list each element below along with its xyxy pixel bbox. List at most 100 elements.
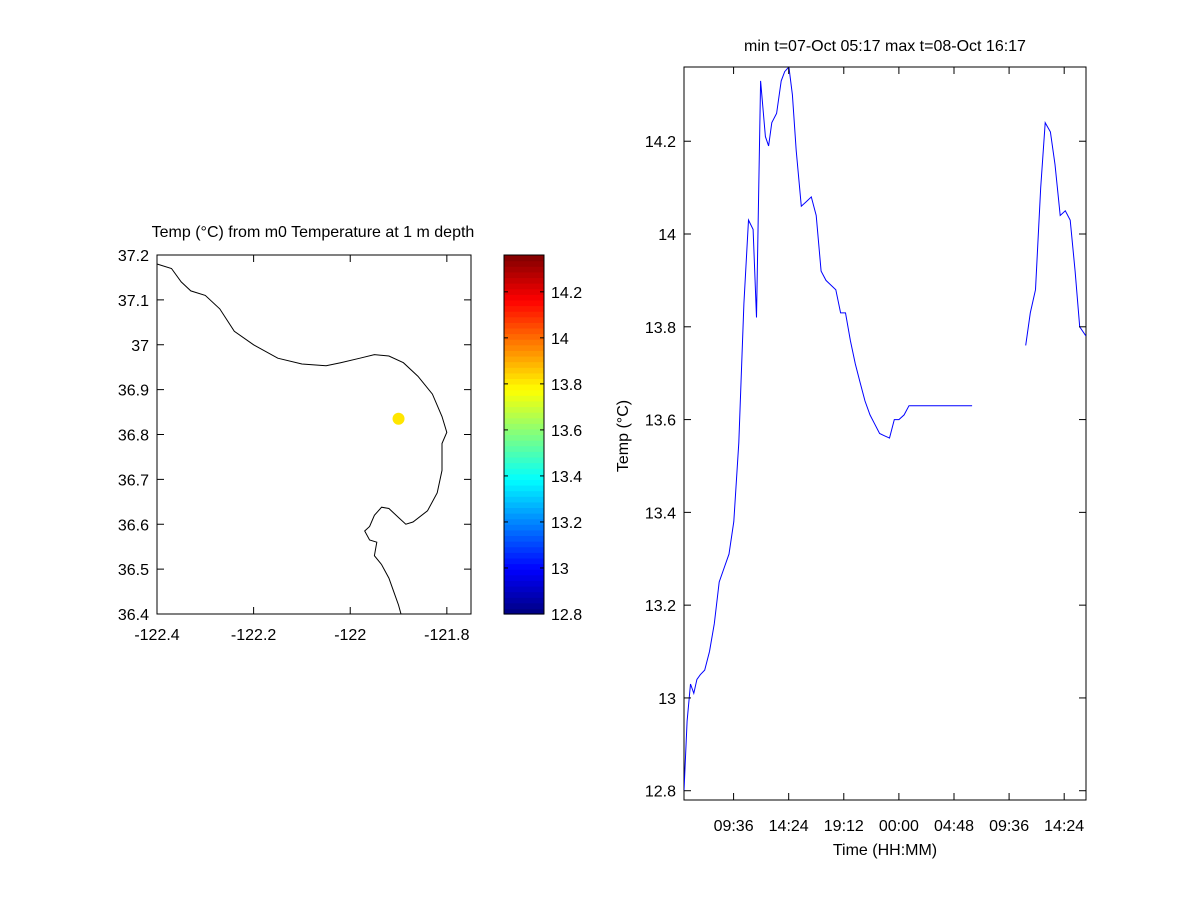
colorbar-segment <box>504 299 544 307</box>
timeseries-y-tick-label: 14.2 <box>645 134 676 151</box>
map-y-tick-label: 37 <box>131 338 149 355</box>
timeseries-x-tick-label: 00:00 <box>879 818 919 835</box>
timeseries-plot-area <box>683 66 1087 801</box>
colorbar-segment <box>504 445 544 452</box>
colorbar-segment <box>504 563 544 570</box>
colorbar-segment <box>504 372 544 380</box>
colorbar-segment <box>504 462 544 469</box>
colorbar-tick-label: 13.2 <box>551 515 582 532</box>
timeseries-x-axis: 09:36 14:24 19:12 00:00 04:48 09:36 14:24 <box>714 67 1084 835</box>
colorbar-segment <box>504 266 544 273</box>
colorbar-segment <box>504 283 544 290</box>
colorbar-segment <box>504 585 544 593</box>
colorbar-segment <box>504 591 544 598</box>
timeseries-y-axis: 12.8 13 13.2 13.4 13.6 13.8 14 14.2 <box>645 134 1086 801</box>
colorbar-segment <box>504 456 544 464</box>
map-y-tick-label: 37.2 <box>118 248 149 265</box>
colorbar-tick-label: 13.8 <box>551 377 582 394</box>
colorbar-segment <box>504 490 544 497</box>
colorbar-segment <box>504 597 544 604</box>
timeseries-y-tick-label: 13.4 <box>645 505 676 522</box>
colorbar-segment <box>504 355 544 363</box>
timeseries-x-tick-label: 09:36 <box>989 818 1029 835</box>
map-y-tick-label: 36.9 <box>118 383 149 400</box>
colorbar-segment <box>504 384 544 391</box>
colorbar-segment <box>504 367 544 374</box>
map-y-tick-label: 37.1 <box>118 293 149 310</box>
coastline <box>156 263 448 615</box>
colorbar-segment <box>504 541 544 548</box>
station-marker-0 <box>392 412 405 425</box>
colorbar-segment <box>504 417 544 424</box>
map-y-tick-label: 36.8 <box>118 428 149 445</box>
colorbar-tick-label: 13.4 <box>551 469 582 486</box>
map-y-axis: 36.4 36.5 36.6 36.7 36.8 36.9 37 37.1 37.2 <box>118 248 471 624</box>
colorbar-segment <box>504 344 544 351</box>
colorbar-segment <box>504 574 544 581</box>
colorbar-segment <box>504 529 544 537</box>
map-title: Temp (°C) from m0 Temperature at 1 m dep… <box>152 224 475 241</box>
colorbar-segment <box>504 400 544 408</box>
timeseries-y-tick-label: 13 <box>658 691 676 708</box>
colorbar-frame <box>503 254 545 615</box>
colorbar-segment <box>504 277 544 284</box>
colorbar-segment <box>504 513 544 520</box>
colorbar-segment <box>504 423 544 430</box>
colorbar-segment <box>504 428 544 436</box>
timeseries-y-label: Temp (°C) <box>615 400 632 472</box>
colorbar-segment <box>504 552 544 559</box>
colorbar-segment <box>504 327 544 335</box>
map-x-tick-label: -122.4 <box>134 627 179 644</box>
colorbar-segment <box>504 484 544 492</box>
colorbar-tick-label: 14.2 <box>551 285 582 302</box>
timeseries-panel: min t=07-Oct 05:17 max t=08-Oct 16:17 09… <box>615 38 1087 859</box>
colorbar-segment <box>504 412 544 419</box>
map-y-tick-label: 36.7 <box>118 472 149 489</box>
colorbar-segment <box>504 507 544 514</box>
colorbar-segment <box>504 288 544 295</box>
colorbar-segment <box>504 479 544 486</box>
colorbar-segment <box>504 569 544 576</box>
timeseries-x-tick-label: 14:24 <box>1044 818 1084 835</box>
timeseries-y-tick-label: 12.8 <box>645 784 676 801</box>
colorbar-segment <box>504 389 544 396</box>
colorbar-segment <box>504 406 544 413</box>
colorbar-segment <box>504 535 544 542</box>
colorbar-segment <box>504 333 544 340</box>
colorbar-segment <box>504 361 544 368</box>
colorbar-segment <box>504 350 544 357</box>
colorbar-segment <box>504 451 544 458</box>
map-y-tick-label: 36.4 <box>118 607 149 624</box>
colorbar-segment <box>504 434 544 441</box>
colorbar-tick-label: 13.6 <box>551 423 582 440</box>
colorbar-segment <box>504 473 544 480</box>
colorbar-segment <box>504 518 544 525</box>
timeseries-y-tick-label: 13.2 <box>645 598 676 615</box>
map-x-axis: -122.4 -122.2 -122 -121.8 <box>134 255 470 644</box>
timeseries-x-tick-label: 09:36 <box>714 818 754 835</box>
colorbar-segment <box>504 255 544 262</box>
temperature-series-1 <box>1025 121 1086 346</box>
colorbar-segment <box>504 294 544 301</box>
colorbar-segment <box>504 311 544 318</box>
colorbar-segment <box>504 580 544 587</box>
colorbar-segment <box>504 395 544 402</box>
colorbar-segment <box>504 339 544 346</box>
timeseries-title: min t=07-Oct 05:17 max t=08-Oct 16:17 <box>744 38 1026 55</box>
colorbar-segment <box>504 524 544 531</box>
map-x-tick-label: -122 <box>334 627 366 644</box>
colorbar-segment <box>504 557 544 565</box>
colorbar-segment <box>504 305 544 312</box>
temperature-series-0 <box>684 67 973 791</box>
timeseries-x-tick-label: 04:48 <box>934 818 974 835</box>
colorbar-tick-label: 12.8 <box>551 607 582 624</box>
map-plot-area <box>156 254 472 615</box>
colorbar: 12.8 13 13.2 13.4 13.6 13.8 14 14.2 <box>503 254 582 624</box>
colorbar-tick-label: 13 <box>551 561 569 578</box>
colorbar-segment <box>504 546 544 553</box>
map-y-tick-label: 36.5 <box>118 562 149 579</box>
colorbar-segment <box>504 322 544 329</box>
colorbar-segment <box>504 316 544 323</box>
